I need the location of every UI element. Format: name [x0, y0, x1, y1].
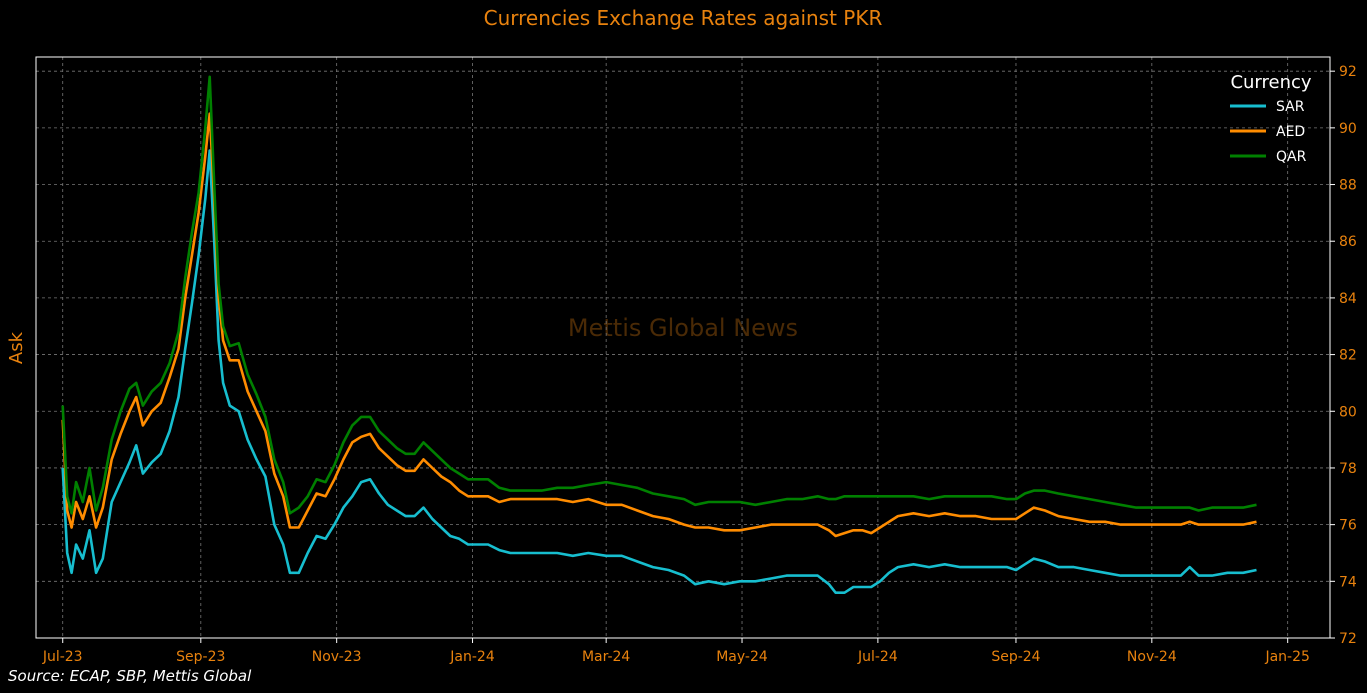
y-tick-label: 78: [1339, 461, 1357, 477]
y-tick-label: 84: [1339, 291, 1357, 307]
x-tick-label: Sep-23: [176, 649, 225, 665]
x-tick-label: Jul-24: [857, 649, 898, 665]
y-tick-label: 74: [1339, 574, 1357, 590]
legend-label-qar: QAR: [1276, 149, 1307, 165]
x-axis: Jul-23 Sep-23 Nov-23 Jan-24 Mar-24 May-24 Jul-…: [42, 638, 1310, 665]
x-tick-label: Jan-25: [1264, 649, 1309, 665]
legend-label-sar: SAR: [1276, 99, 1305, 115]
x-tick-label: Nov-24: [1127, 649, 1177, 665]
series-line-sar: [61, 149, 1257, 594]
x-tick-label: Jul-23: [42, 649, 83, 665]
y-axis-label: Ask: [6, 331, 27, 364]
chart-title: Currencies Exchange Rates against PKR: [484, 6, 883, 30]
x-tick-label: Jan-24: [449, 649, 495, 665]
series-layer: [61, 75, 1257, 594]
x-tick-label: Mar-24: [582, 649, 630, 665]
y-tick-label: 72: [1339, 631, 1357, 647]
legend: Currency SAR AED QAR: [1230, 72, 1312, 165]
y-tick-label: 76: [1339, 518, 1357, 534]
y-tick-label: 86: [1339, 234, 1357, 250]
y-tick-label: 80: [1339, 404, 1357, 420]
legend-label-aed: AED: [1276, 124, 1305, 140]
series-line-aed: [61, 112, 1257, 538]
series-line-qar: [61, 75, 1257, 515]
y-axis: 72 74 76 78 80 82 84 86 88 90 92: [1330, 64, 1357, 647]
x-tick-label: Sep-24: [991, 649, 1040, 665]
y-tick-label: 90: [1339, 121, 1357, 137]
x-tick-label: Nov-23: [312, 649, 362, 665]
x-tick-label: May-24: [716, 649, 768, 665]
plot-frame: [35, 56, 1331, 639]
y-tick-label: 82: [1339, 348, 1357, 364]
watermark: Mettis Global News: [568, 314, 798, 342]
grid: [36, 57, 1330, 639]
y-tick-label: 92: [1339, 64, 1357, 80]
source-note: Source: ECAP, SBP, Mettis Global: [8, 667, 252, 685]
y-tick-label: 88: [1339, 178, 1357, 194]
legend-title: Currency: [1230, 72, 1311, 93]
